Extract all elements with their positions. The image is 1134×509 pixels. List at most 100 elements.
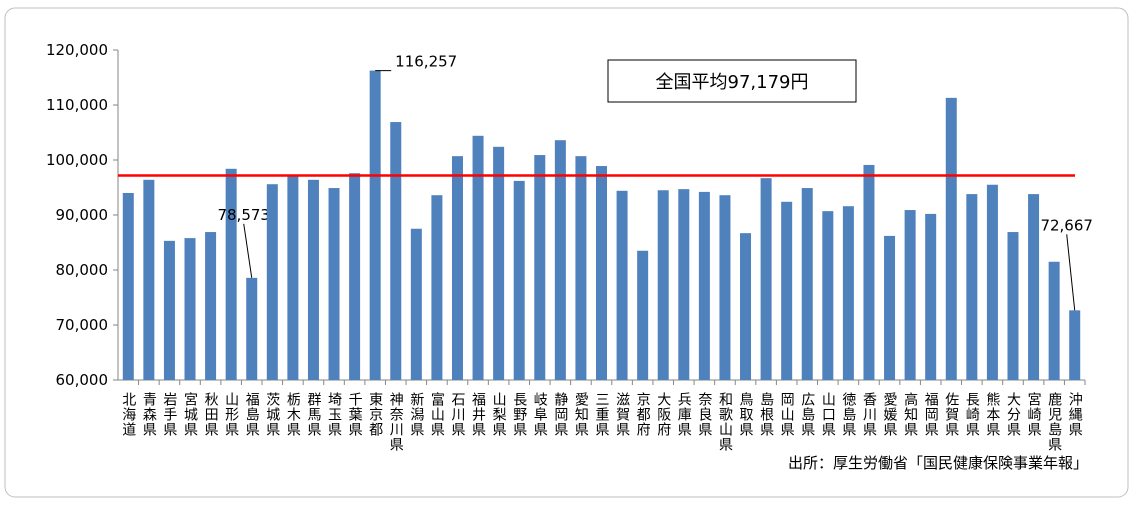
bar — [842, 206, 854, 380]
bar — [678, 189, 690, 380]
x-tick-label: 愛媛県 — [882, 392, 898, 437]
source-note: 出所：厚生労働省「国民健康保険事業年報」 — [788, 454, 1088, 472]
x-tick-label: 静岡県 — [552, 392, 568, 437]
x-tick-label: 福岡県 — [923, 392, 939, 437]
x-tick-label: 埼玉県 — [326, 392, 342, 437]
x-tick-label: 北海道 — [120, 392, 136, 437]
x-tick-label: 栃木県 — [285, 392, 301, 437]
x-tick-label: 島根県 — [758, 392, 774, 437]
bar — [801, 188, 813, 380]
bar — [698, 191, 710, 380]
x-tick-label: 佐賀県 — [943, 392, 959, 437]
bar — [349, 173, 361, 380]
bar — [719, 195, 731, 380]
bar — [390, 122, 402, 381]
data-label: 72,667 — [1040, 216, 1093, 234]
y-tick-label: 90,000 — [56, 206, 109, 224]
x-tick-label: 山形県 — [223, 392, 239, 437]
x-tick-label: 大阪府 — [655, 392, 671, 437]
bar — [163, 240, 175, 380]
y-tick-label: 100,000 — [46, 151, 108, 169]
leader-line — [1066, 234, 1076, 311]
bar — [493, 146, 505, 380]
average-box — [607, 59, 857, 103]
x-tick-label: 山梨県 — [491, 392, 507, 437]
bar — [122, 193, 134, 380]
x-tick-label: 熊本県 — [984, 392, 1000, 437]
x-tick-label: 宮城県 — [182, 392, 198, 437]
bar — [369, 70, 381, 381]
bar — [822, 211, 834, 380]
bar — [205, 232, 217, 380]
bar — [740, 233, 752, 380]
x-tick-label: 富山県 — [429, 391, 445, 437]
x-tick-label: 千葉県 — [347, 392, 363, 437]
x-tick-label: 京都府 — [635, 392, 651, 437]
leader-line — [243, 223, 253, 278]
x-tick-label: 兵庫県 — [676, 392, 692, 437]
bar — [884, 235, 896, 380]
bar — [575, 156, 587, 380]
bar — [657, 190, 669, 380]
bar — [451, 156, 463, 380]
bar — [781, 201, 793, 380]
x-tick-label: 鹿児島県 — [1046, 391, 1062, 452]
y-tick-label: 110,000 — [46, 96, 108, 114]
x-tick-label: 新潟県 — [408, 392, 424, 437]
x-tick-label: 石川県 — [449, 392, 465, 437]
bar — [1048, 261, 1060, 380]
bar — [246, 277, 258, 380]
data-label: 78,573 — [217, 206, 270, 224]
x-tick-label: 滋賀県 — [614, 392, 630, 437]
x-tick-label: 群馬県 — [305, 392, 321, 437]
bar — [760, 178, 772, 380]
y-tick-label: 80,000 — [56, 261, 109, 279]
x-tick-label: 愛知県 — [573, 392, 589, 437]
bar — [266, 184, 278, 380]
x-tick-label: 東京都 — [367, 392, 383, 437]
x-tick-label: 岐阜県 — [532, 392, 548, 437]
bar — [966, 194, 978, 380]
bar — [410, 228, 422, 380]
x-tick-label: 岡山県 — [779, 392, 795, 437]
x-tick-label: 茨城県 — [264, 392, 280, 437]
x-tick-label: 神奈川県 — [388, 392, 404, 452]
x-tick-label: 岩手県 — [161, 392, 177, 437]
x-tick-label: 奈良県 — [696, 392, 712, 437]
x-tick-label: 香川県 — [861, 392, 877, 437]
x-tick-label: 福井県 — [470, 392, 486, 437]
bar — [945, 97, 957, 380]
x-tick-label: 福島県 — [244, 392, 260, 437]
x-tick-label: 三重県 — [594, 392, 610, 437]
bar — [863, 164, 875, 380]
data-label: 116,257 — [395, 53, 457, 71]
bar — [534, 155, 546, 380]
x-tick-label: 鳥取県 — [738, 392, 754, 437]
x-tick-label: 長野県 — [511, 392, 527, 437]
y-tick-label: 60,000 — [56, 371, 109, 389]
bar — [925, 213, 937, 380]
bar — [328, 188, 340, 380]
x-tick-label: 沖縄県 — [1067, 392, 1083, 437]
bar — [225, 168, 237, 380]
bar — [1007, 232, 1019, 380]
bar — [596, 166, 607, 380]
x-tick-label: 広島県 — [799, 392, 815, 437]
bar — [616, 190, 628, 380]
bar — [184, 238, 196, 380]
x-tick-label: 長崎県 — [964, 392, 980, 437]
bar — [1028, 194, 1040, 380]
x-tick-label: 和歌山県 — [717, 392, 733, 452]
bar — [287, 175, 299, 380]
x-tick-label: 大分県 — [1005, 392, 1021, 437]
bar — [143, 179, 155, 380]
bar — [904, 210, 916, 380]
average-label: 全国平均97,179円 — [656, 72, 809, 93]
bar — [472, 135, 484, 380]
x-tick-label: 山口県 — [820, 392, 836, 437]
x-tick-label: 宮崎県 — [1026, 392, 1042, 437]
y-tick-label: 70,000 — [56, 316, 109, 334]
y-tick-label: 120,000 — [46, 41, 108, 59]
bar — [307, 179, 319, 380]
